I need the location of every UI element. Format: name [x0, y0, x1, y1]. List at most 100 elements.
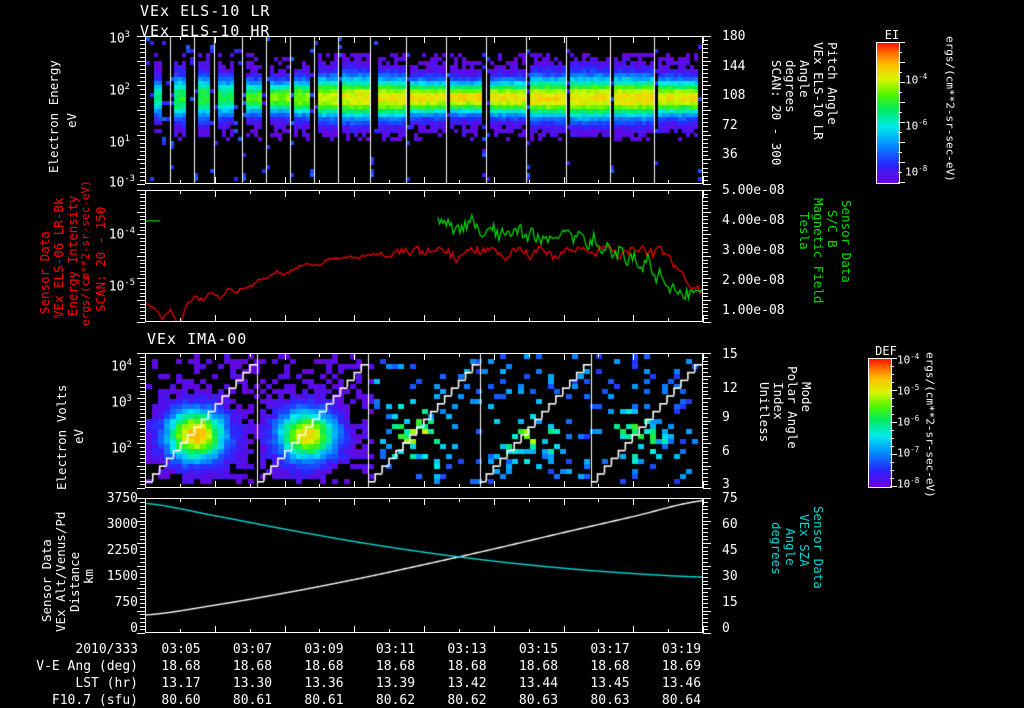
tick-mark: [319, 318, 321, 322]
tick-mark: [890, 366, 894, 367]
tick-mark: [703, 322, 711, 323]
table-cell-r0-c4: 03:13: [447, 642, 487, 657]
table-cell-r0-c5: 03:15: [518, 642, 559, 657]
panel2-ytick-r-0: 5.00e-08: [722, 183, 785, 198]
tick-mark: [145, 481, 146, 488]
tick-mark: [703, 190, 711, 191]
tick-mark: [140, 167, 145, 169]
tick-mark: [140, 314, 145, 316]
tick-mark: [563, 315, 565, 322]
tick-mark: [214, 626, 216, 633]
tick-mark: [703, 81, 708, 83]
tick-mark: [703, 498, 711, 499]
tick-mark: [703, 394, 708, 396]
colorbar2[interactable]: [868, 358, 892, 488]
tick-mark: [703, 431, 708, 433]
table-row-label-3: F10.7 (sfu): [51, 693, 138, 708]
tick-mark: [179, 180, 181, 184]
tick-mark: [703, 267, 708, 268]
tick-mark: [140, 390, 145, 392]
tick-mark: [493, 190, 495, 197]
tick-mark: [140, 285, 145, 287]
tick-mark: [890, 430, 894, 431]
panel4-right-label-3: Angle: [783, 528, 799, 566]
tick-mark: [249, 498, 251, 502]
tick-mark: [703, 531, 708, 533]
tick-mark: [140, 528, 145, 529]
tick-mark: [319, 629, 321, 633]
tick-mark: [137, 278, 145, 279]
tick-mark: [140, 550, 145, 552]
panel1-plot-area[interactable]: [145, 36, 703, 184]
tick-mark: [319, 484, 321, 488]
tick-mark: [179, 36, 181, 40]
colorbar2-tick-3: 10-7: [897, 445, 920, 460]
colorbar1-tick-2: 10-8: [905, 164, 928, 179]
tick-mark: [140, 383, 145, 384]
tick-mark: [703, 625, 708, 627]
panel4-right-label-1: Sensor Data: [811, 506, 827, 589]
tick-mark: [137, 443, 145, 444]
tick-mark: [703, 603, 708, 604]
tick-mark: [898, 152, 902, 153]
tick-mark: [633, 498, 635, 505]
tick-mark: [668, 318, 670, 322]
table-cell-r3-c4: 80.62: [447, 693, 487, 708]
tick-mark: [424, 353, 425, 360]
panel2-ytick-r-4: 1.00e-08: [722, 303, 785, 318]
tick-mark: [703, 48, 708, 50]
panel3-right-label-1: Mode: [799, 382, 815, 413]
tick-mark: [214, 177, 216, 184]
panel4-plot-area[interactable]: [145, 498, 703, 633]
tick-mark: [140, 360, 145, 362]
tick-mark: [140, 303, 145, 305]
tick-mark: [703, 501, 708, 503]
tick-mark: [284, 498, 286, 505]
tick-mark: [458, 36, 460, 40]
tick-mark: [179, 353, 181, 357]
tick-mark: [703, 375, 711, 377]
tick-mark: [140, 603, 145, 604]
panel1-ytick-r-4: 36: [722, 147, 738, 162]
tick-mark: [140, 539, 145, 541]
tick-mark: [703, 245, 708, 246]
panel2-plot-area[interactable]: [145, 190, 703, 322]
tick-mark: [140, 599, 145, 601]
tick-mark: [137, 498, 145, 499]
table-cell-r0-c1: 03:07: [232, 642, 273, 657]
panel4-ytick-r-1: 60: [722, 517, 738, 532]
tick-mark: [703, 130, 708, 132]
tick-mark: [703, 159, 711, 161]
tick-mark: [703, 621, 708, 623]
tick-mark: [703, 93, 708, 95]
tick-mark: [140, 126, 145, 128]
tick-mark: [140, 48, 145, 50]
tick-mark: [140, 73, 145, 74]
tick-mark: [703, 413, 708, 414]
tick-mark: [140, 625, 145, 627]
tick-mark: [668, 36, 670, 40]
tick-mark: [140, 81, 145, 83]
tick-mark: [703, 469, 708, 471]
tick-mark: [703, 473, 708, 474]
tick-mark: [703, 386, 708, 388]
tick-mark: [354, 481, 356, 488]
tick-mark: [137, 375, 145, 377]
tick-mark: [140, 223, 145, 224]
tick-mark: [703, 565, 711, 567]
tick-mark: [140, 580, 145, 582]
tick-mark: [140, 573, 145, 574]
tick-mark: [703, 405, 708, 407]
panel2-lines-canvas: [146, 191, 702, 321]
tick-mark: [703, 595, 708, 597]
table-cell-r1-c1: 18.68: [232, 659, 273, 674]
tick-mark: [703, 481, 704, 488]
colorbar1[interactable]: [876, 42, 900, 184]
panel4-ytick-r-2: 45: [722, 543, 738, 558]
table-cell-r2-c1: 13.30: [232, 676, 273, 691]
panel3-plot-area[interactable]: [145, 353, 703, 488]
tick-mark: [703, 226, 708, 228]
tick-mark: [140, 208, 145, 210]
tick-mark: [140, 237, 145, 239]
panel2-ytick-0: 10-3: [108, 174, 135, 191]
